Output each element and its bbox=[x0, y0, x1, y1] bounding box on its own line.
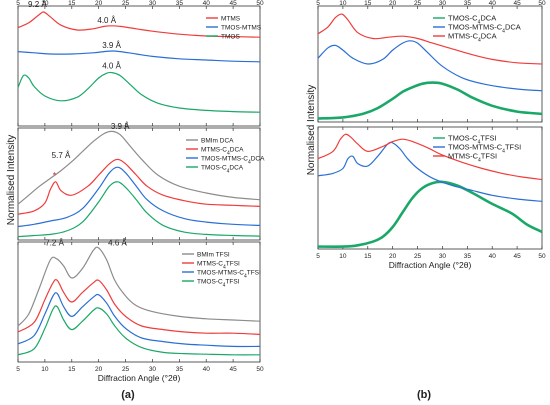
legend-label: MTMS-C4DCA bbox=[448, 32, 497, 44]
series-line-blue bbox=[17, 166, 261, 228]
x-tick-label: 35 bbox=[464, 0, 472, 7]
legend-label: BMIm TFSI bbox=[197, 252, 230, 259]
panel-b-top: 5 10 15 20 25 30 35 40 45 50TMOS-C4DCATMOS-MTMS-C… bbox=[316, 0, 546, 123]
d-spacing-label: 3.9 Å bbox=[102, 41, 121, 50]
d-spacing-label: 7.2 Å bbox=[45, 239, 64, 248]
x-tick-label: 30 bbox=[149, 366, 157, 373]
d-spacing-label: 5.7 Å bbox=[52, 151, 71, 160]
x-tick-label: 10 bbox=[339, 253, 347, 260]
x-tick-label: 25 bbox=[414, 0, 422, 7]
d-spacing-label: 3.9 Å bbox=[111, 122, 130, 131]
series-line-red bbox=[317, 133, 543, 181]
series-line-gray bbox=[17, 246, 261, 327]
x-tick-label: 30 bbox=[149, 0, 157, 7]
d-spacing-label: 9.2 Å bbox=[28, 0, 47, 9]
y-axis-label-a: Normalised Intensity bbox=[6, 135, 17, 226]
legend-label: MTMS-C4TFSI bbox=[197, 261, 240, 271]
series-line-blue bbox=[17, 50, 261, 63]
plot-frame bbox=[17, 127, 261, 241]
x-tick-label: 5 bbox=[16, 0, 20, 7]
legend-label: TMOS bbox=[221, 34, 240, 41]
legend-label: TMOS-MTMS bbox=[221, 25, 262, 32]
panel-b-bot: 5 10 15 20 25 30 35 40 45 50TMOS-C4TFSITMOS-MTMS-… bbox=[316, 126, 546, 270]
panel-label-a: (a) bbox=[121, 389, 135, 401]
legend-label: MTMS-C4TFSI bbox=[448, 152, 497, 164]
series-line-green bbox=[317, 81, 543, 120]
y-axis-label-b: Normalised Intensity bbox=[306, 85, 317, 176]
x-tick-label: 35 bbox=[176, 366, 184, 373]
d-spacing-label: 4.6 Å bbox=[108, 239, 127, 248]
x-tick-label: 50 bbox=[256, 366, 264, 373]
x-tick-label: 45 bbox=[513, 0, 521, 7]
x-tick-label: 30 bbox=[439, 253, 447, 260]
x-tick-label: 25 bbox=[414, 253, 422, 260]
x-tick-label: 40 bbox=[489, 0, 497, 7]
x-tick-label: 10 bbox=[41, 366, 49, 373]
x-tick-label: 40 bbox=[203, 0, 211, 7]
x-tick-label: 10 bbox=[339, 0, 347, 7]
x-tick-label: 5 bbox=[16, 366, 20, 373]
legend-label: TMOS-C4DCA bbox=[201, 165, 244, 175]
asterisk-marker: * bbox=[53, 170, 57, 180]
x-tick-label: 35 bbox=[176, 0, 184, 7]
x-tick-label: 25 bbox=[122, 0, 130, 7]
series-line-red bbox=[317, 13, 543, 65]
legend-label: TMOS-C4TFSI bbox=[197, 279, 240, 289]
series-line-blue bbox=[317, 40, 543, 92]
series-line-green bbox=[17, 305, 261, 356]
x-tick-label: 40 bbox=[203, 366, 211, 373]
x-tick-label: 5 bbox=[316, 253, 320, 260]
x-tick-label: 50 bbox=[538, 0, 546, 7]
x-tick-label: 15 bbox=[364, 253, 372, 260]
x-tick-label: 50 bbox=[538, 253, 546, 260]
d-spacing-label: 4.0 Å bbox=[102, 61, 121, 70]
legend-label: MTMS bbox=[221, 16, 241, 23]
plot-frame bbox=[17, 5, 261, 127]
plot-frame bbox=[17, 241, 261, 363]
x-tick-label: 45 bbox=[229, 0, 237, 7]
x-tick-label: 10 bbox=[41, 0, 49, 7]
plot-frame bbox=[317, 126, 543, 250]
x-tick-label: 15 bbox=[68, 0, 76, 7]
x-tick-label: 35 bbox=[464, 253, 472, 260]
series-line-blue bbox=[317, 141, 543, 202]
series-line-green bbox=[17, 71, 261, 113]
panel-a-mid: BMIm DCA MTMS-C4DCATMOS-MTMS-C4DCATMOS-C4… bbox=[17, 122, 265, 241]
x-tick-label: 40 bbox=[489, 253, 497, 260]
series-line-red bbox=[17, 11, 261, 38]
panel-a-top: 5 10 15 20 25 30 35 40 45 50 MTMS TMOS-MTMS TMOS 9.2 … bbox=[16, 0, 264, 127]
series-line-green bbox=[17, 181, 261, 238]
panel-label-b: (b) bbox=[417, 389, 431, 401]
x-tick-label: 15 bbox=[68, 366, 76, 373]
x-tick-label: 15 bbox=[364, 0, 372, 7]
legend-label: TMOS-MTMS-C4TFSI bbox=[197, 270, 261, 280]
x-tick-label: 45 bbox=[513, 253, 521, 260]
series-line-gray bbox=[17, 130, 261, 205]
x-tick-label: 50 bbox=[256, 0, 264, 7]
x-tick-label: 20 bbox=[95, 366, 103, 373]
d-spacing-label: 4.0 Å bbox=[97, 16, 116, 25]
series-line-blue bbox=[17, 292, 261, 348]
series-line-red bbox=[17, 158, 261, 215]
legend-label: BMIm DCA bbox=[201, 138, 234, 145]
legend-label: MTMS-C4DCA bbox=[201, 147, 244, 157]
x-tick-label: 45 bbox=[229, 366, 237, 373]
x-tick-label: 20 bbox=[95, 0, 103, 7]
x-axis-label: Diffraction Angle (°2θ) bbox=[98, 373, 181, 383]
x-tick-label: 5 bbox=[316, 0, 320, 7]
x-axis-label: Diffraction Angle (°2θ) bbox=[389, 260, 472, 270]
x-tick-label: 25 bbox=[122, 366, 130, 373]
legend-label: TMOS-MTMS-C4DCA bbox=[201, 156, 265, 166]
x-tick-label: 20 bbox=[389, 0, 397, 7]
series-line-green bbox=[317, 180, 543, 248]
x-tick-label: 30 bbox=[439, 0, 447, 7]
x-tick-label: 20 bbox=[389, 253, 397, 260]
series-line-red bbox=[17, 279, 261, 335]
